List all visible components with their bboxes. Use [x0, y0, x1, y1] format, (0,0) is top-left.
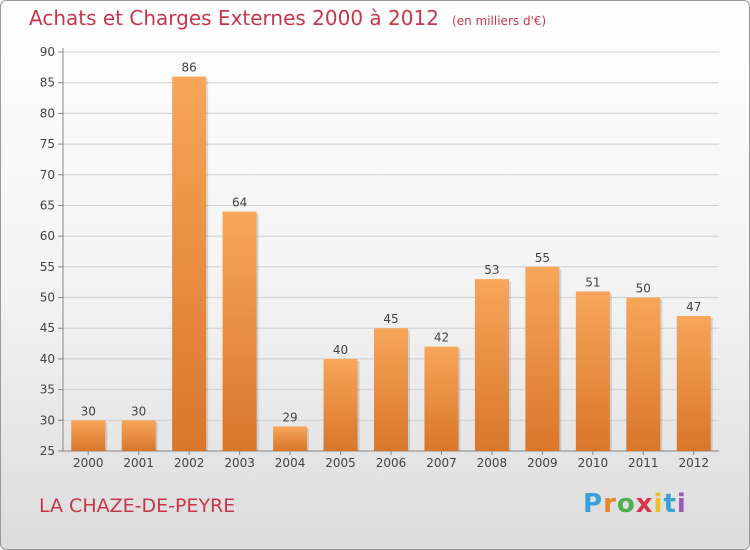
x-tick-label: 2012	[678, 456, 709, 470]
value-label: 50	[636, 282, 651, 296]
x-tick-labels: 2000 2001 2002 2003 2004 2005 2006 2007 2008 2009…	[73, 451, 709, 470]
value-label: 30	[131, 404, 146, 418]
value-label: 47	[686, 300, 701, 314]
y-tick-label: 80	[40, 106, 55, 120]
value-label: 51	[585, 275, 600, 289]
value-label: 55	[535, 251, 550, 265]
value-label: 45	[383, 312, 398, 326]
value-labels: 30 30 86 64 29 40 45 42 53 55 51 50 47	[81, 61, 702, 425]
bars	[71, 76, 713, 452]
value-label: 30	[81, 404, 96, 418]
logo-letter: P	[583, 489, 604, 519]
chart-unit: (en milliers d'€)	[452, 14, 547, 28]
bar	[374, 328, 408, 451]
y-tick-label: 50	[40, 291, 55, 305]
logo-letter: i	[676, 489, 687, 519]
value-label: 42	[434, 331, 449, 345]
bar	[222, 211, 257, 451]
bar	[71, 420, 106, 451]
y-tick-label: 55	[40, 260, 55, 274]
x-tick-label: 2004	[275, 456, 306, 470]
value-label: 86	[182, 61, 197, 75]
bar	[474, 279, 509, 451]
bar	[575, 291, 610, 451]
y-tick-label: 45	[40, 321, 55, 335]
logo-letter: o	[616, 489, 636, 519]
y-tick-labels: 25 30 35 40 45 50 55 60 65 70 75 80 85 90	[40, 45, 55, 458]
x-tick-label: 2001	[123, 456, 154, 470]
bar	[424, 346, 459, 451]
logo-letter: r	[603, 489, 617, 519]
logo-letter: i	[653, 489, 664, 519]
value-label: 53	[484, 263, 499, 277]
x-tick-label: 2003	[224, 456, 255, 470]
y-tick-label: 35	[40, 383, 55, 397]
x-tick-label: 2008	[477, 456, 508, 470]
x-tick-label: 2000	[73, 456, 104, 470]
bar	[676, 315, 711, 451]
x-tick-label: 2005	[325, 456, 356, 470]
chart-title: Achats et Charges Externes 2000 à 2012	[29, 6, 439, 30]
value-label: 64	[232, 196, 247, 210]
logo-letter: x	[635, 489, 654, 519]
y-tick-label: 75	[40, 137, 55, 151]
x-tick-label: 2009	[527, 456, 558, 470]
y-tick-label: 40	[40, 352, 55, 366]
bar	[273, 426, 308, 451]
bar	[121, 420, 156, 451]
y-tick-label: 30	[40, 413, 55, 427]
bar	[323, 358, 358, 451]
y-tick-label: 25	[40, 444, 55, 458]
y-tick-label: 60	[40, 229, 55, 243]
y-tick-label: 70	[40, 168, 55, 182]
bar	[172, 76, 207, 452]
x-tick-label: 2011	[628, 456, 659, 470]
y-tick-label: 90	[40, 45, 55, 59]
proxiti-logo[interactable]: Proxiti	[583, 489, 687, 519]
chart-title-block: Achats et Charges Externes 2000 à 2012 (…	[29, 6, 546, 30]
x-tick-label: 2010	[578, 456, 609, 470]
x-tick-label: 2006	[376, 456, 407, 470]
bar	[626, 297, 661, 451]
y-tick-label: 85	[40, 76, 55, 90]
value-label: 40	[333, 343, 348, 357]
bar	[525, 266, 560, 451]
logo-letter: t	[663, 489, 677, 519]
x-tick-label: 2007	[426, 456, 457, 470]
value-label: 29	[282, 410, 297, 424]
x-tick-label: 2002	[174, 456, 205, 470]
commune-name: LA CHAZE-DE-PEYRE	[39, 495, 236, 517]
y-tick-label: 65	[40, 198, 55, 212]
